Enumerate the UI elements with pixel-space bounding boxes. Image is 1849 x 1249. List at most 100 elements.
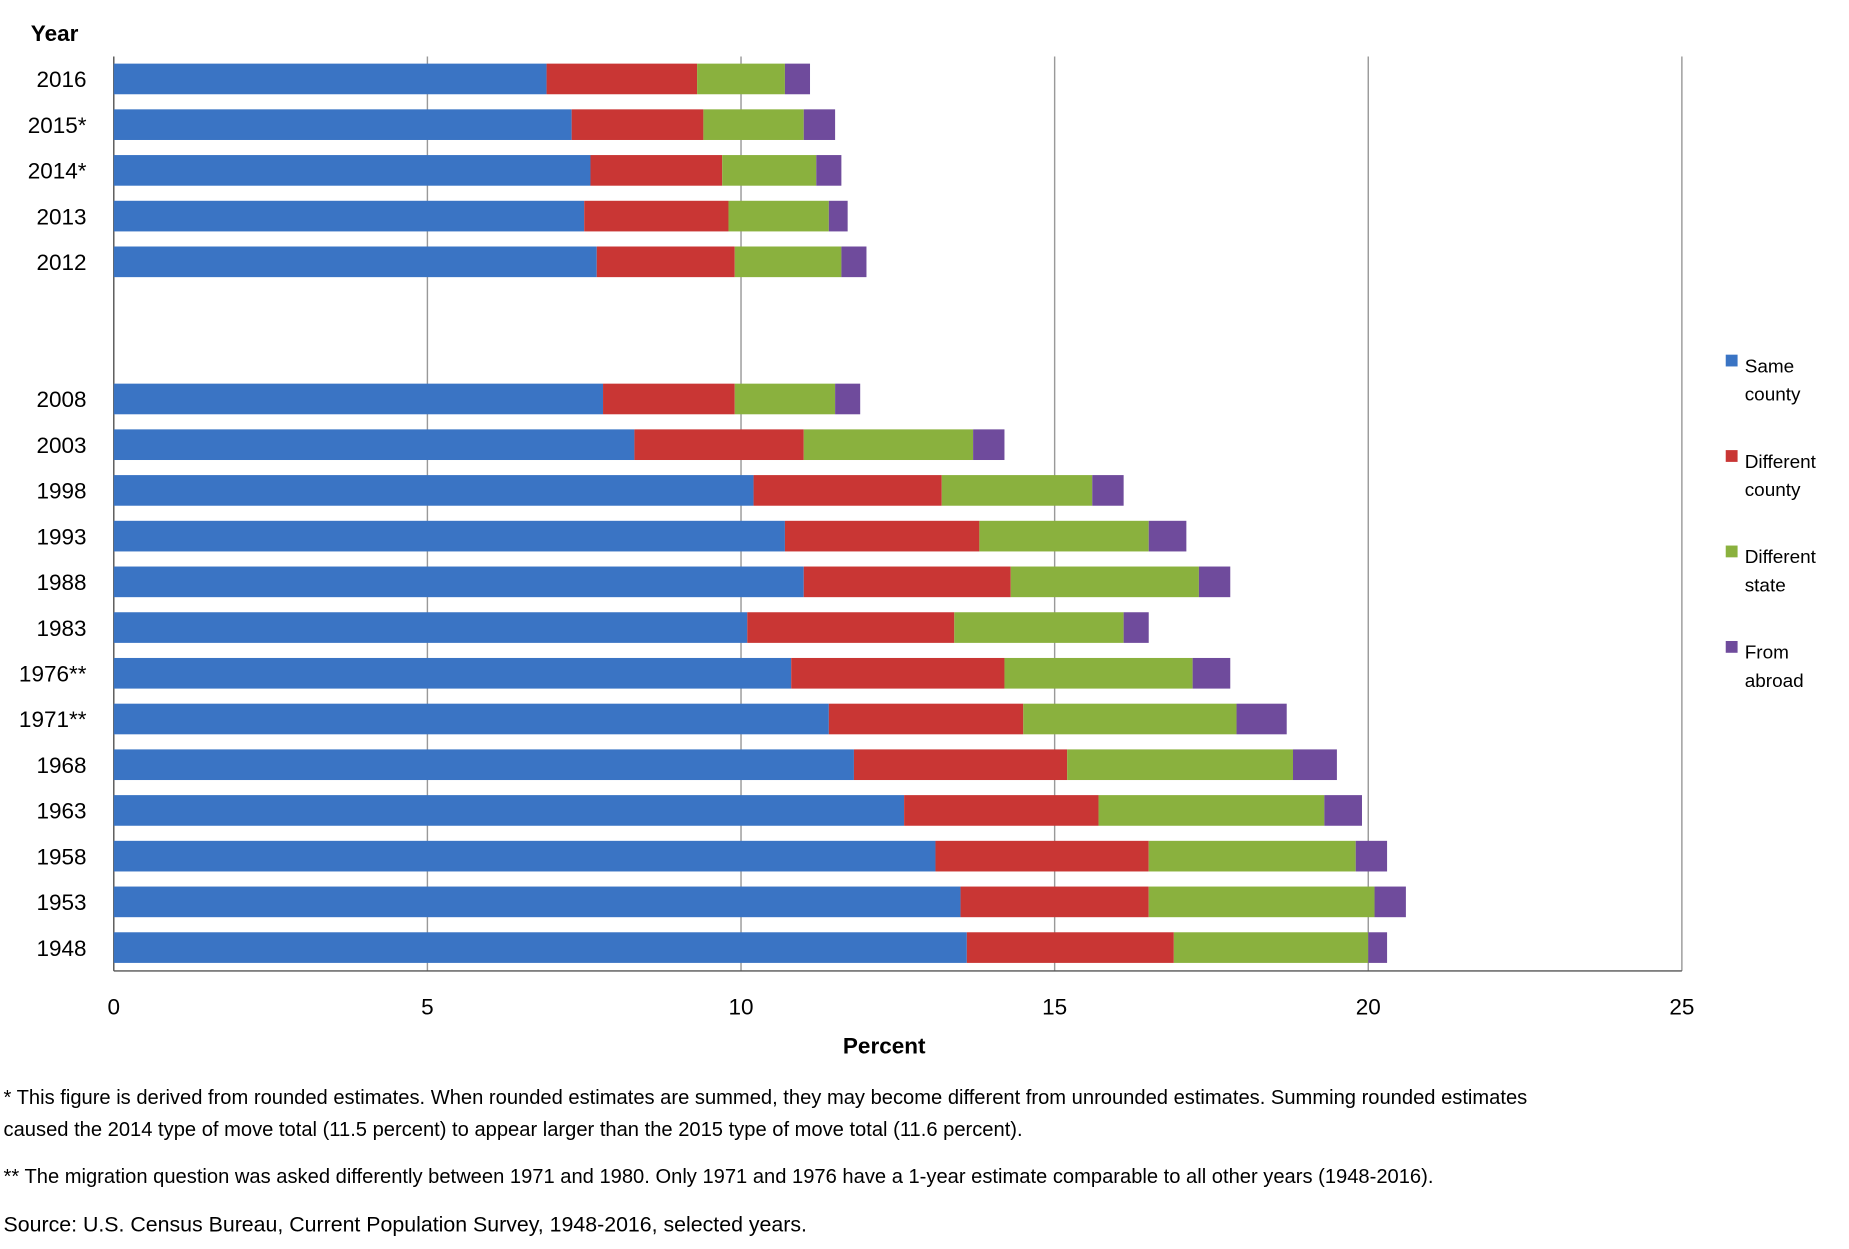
bar-segment: [697, 63, 785, 95]
y-tick-label: 2008: [36, 387, 86, 412]
y-tick-label: 1988: [36, 570, 86, 595]
bar-segment: [734, 383, 836, 415]
bar-segment: [784, 63, 811, 95]
x-axis-title: Percent: [843, 1033, 926, 1058]
bar-segment: [1023, 703, 1237, 735]
bar-segment: [1236, 703, 1287, 735]
x-tick-labels: 0 5 10 15 20 25: [108, 995, 1695, 1020]
bar-segment: [113, 703, 829, 735]
bar-segment: [904, 795, 1099, 826]
legend-label: From: [1745, 643, 1789, 664]
bar-segment: [979, 520, 1149, 552]
y-tick-label: 1983: [36, 616, 86, 641]
bar-segment: [791, 657, 1005, 689]
bar-segment: [954, 612, 1124, 643]
bar-segment: [113, 520, 785, 552]
bar-segment: [703, 109, 804, 140]
bar-segment: [113, 246, 597, 278]
legend: Same county Different county Different state F…: [1725, 354, 1817, 692]
legend-label: county: [1745, 480, 1801, 501]
legend-label: state: [1745, 576, 1786, 597]
bar-segment: [1192, 657, 1231, 689]
y-tick-label: 2014*: [28, 159, 87, 184]
gridlines: [113, 56, 1683, 972]
bar-segment: [1292, 749, 1337, 781]
y-tick-label: 1968: [36, 753, 86, 778]
footnote-1-line-2: caused the 2014 type of move total (11.5…: [4, 1119, 1023, 1141]
bars: [113, 63, 1406, 963]
x-tick-label: 15: [1042, 995, 1067, 1020]
legend-item: Different state: [1725, 545, 1817, 597]
x-tick-label: 10: [729, 995, 754, 1020]
footnote-2: ** The migration question was asked diff…: [4, 1166, 1434, 1188]
bar-segment: [784, 520, 980, 552]
y-tick-label: 1948: [36, 936, 86, 961]
bar-segment: [1004, 657, 1193, 689]
bar-segment: [1368, 932, 1388, 963]
bar-segment: [113, 886, 961, 918]
footnote-1-line-1: * This figure is derived from rounded es…: [4, 1087, 1528, 1109]
bar-segment: [803, 429, 974, 461]
y-tick-label: 2013: [36, 204, 86, 229]
source-note: Source: U.S. Census Bureau, Current Popu…: [4, 1212, 807, 1236]
legend-swatch: [1725, 640, 1738, 653]
bar-segment: [803, 566, 1011, 598]
y-tick-label: 2012: [36, 250, 86, 275]
legend-label: Different: [1745, 547, 1817, 568]
bar-segment: [113, 840, 936, 872]
bar-segment: [1148, 840, 1356, 872]
legend-swatch: [1725, 354, 1738, 367]
bar-segment: [596, 246, 735, 278]
bar-segment: [113, 109, 572, 140]
bar-segment: [1324, 795, 1362, 826]
bar-segment: [935, 840, 1149, 872]
bar-segment: [728, 200, 829, 232]
y-tick-label: 1993: [36, 524, 86, 549]
legend-item: Different county: [1725, 450, 1817, 501]
bar-segment: [966, 932, 1174, 963]
y-tick-label: 2016: [36, 67, 86, 92]
y-tick-label: 1971**: [19, 707, 87, 732]
bar-segment: [113, 200, 585, 232]
legend-label: county: [1745, 385, 1801, 406]
bar-segment: [634, 429, 804, 461]
bar-segment: [113, 795, 905, 826]
legend-item: Same county: [1725, 354, 1801, 406]
bar-segment: [1374, 886, 1406, 918]
x-tick-label: 20: [1356, 995, 1381, 1020]
y-tick-label: 1963: [36, 799, 86, 824]
bar-segment: [1173, 932, 1369, 963]
legend-label: Same: [1745, 356, 1795, 377]
bar-segment: [1148, 886, 1375, 918]
bar-segment: [113, 566, 804, 598]
bar-segment: [747, 612, 955, 643]
x-tick-label: 25: [1669, 995, 1694, 1020]
bar-segment: [1355, 840, 1388, 872]
bar-segment: [113, 657, 792, 689]
x-tick-label: 0: [108, 995, 121, 1020]
bar-segment: [960, 886, 1149, 918]
bar-segment: [941, 475, 1093, 506]
y-tick-label: 1958: [36, 844, 86, 869]
bar-segment: [546, 63, 698, 95]
legend-label: Different: [1745, 452, 1817, 473]
bar-segment: [722, 155, 817, 186]
bar-segment: [113, 475, 754, 506]
legend-item: From abroad: [1725, 640, 1804, 692]
bar-segment: [1098, 795, 1325, 826]
legend-swatch: [1725, 545, 1738, 558]
bar-segment: [1123, 612, 1149, 643]
bar-segment: [803, 109, 836, 140]
bar-segment: [973, 429, 1005, 461]
bar-segment: [835, 383, 861, 415]
bar-segment: [734, 246, 842, 278]
bar-segment: [816, 155, 842, 186]
bar-segment: [113, 63, 547, 95]
bar-segment: [1148, 520, 1187, 552]
bar-segment: [113, 932, 967, 963]
bar-segment: [590, 155, 723, 186]
bar-segment: [113, 749, 854, 781]
y-tick-label: 2003: [36, 433, 86, 458]
y-tick-label: 1998: [36, 479, 86, 504]
